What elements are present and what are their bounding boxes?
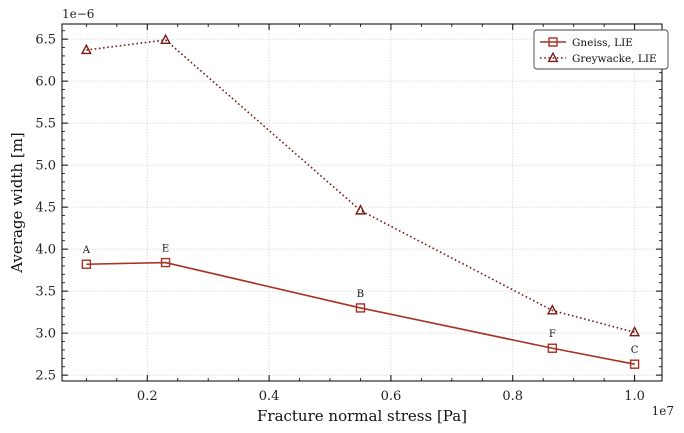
y-tick-label: 2.5 [35,369,56,384]
data-point-square [81,259,92,269]
x-axis-offset: 1e7 [652,404,674,418]
data-point-triangle [547,51,559,63]
y-tick-label: 3.0 [35,327,56,342]
legend-label: Gneiss, LIE [572,37,633,49]
x-tick-label: 0.8 [502,389,523,404]
y-tick-label: 4.5 [35,201,56,216]
data-point-square [547,343,558,353]
legend-item: Gneiss, LIE [540,37,633,49]
data-point-square [355,303,366,313]
data-point-triangle [629,325,641,337]
legend-item: Greywacke, LIE [540,51,657,65]
point-labels: A E B F C [82,244,639,357]
y-tick-label: 5.5 [35,117,56,132]
data-point-triangle [355,204,366,215]
data-point-triangle [160,33,172,45]
legend: Gneiss, LIE Greywacke, LIE [533,29,669,70]
legend-items: Gneiss, LIE Greywacke, LIE [540,37,657,65]
y-axis-title: Average width [m] [8,132,26,274]
y-tick-label: 3.5 [35,285,56,300]
point-label: E [162,244,169,255]
x-axis-title: Fracture normal stress [Pa] [257,407,467,425]
data-point-square [629,359,640,369]
data-point-square [160,257,171,268]
point-label: F [549,329,556,340]
x-tick-label: 1.0 [624,389,645,404]
point-label: B [357,289,364,300]
legend-box [533,29,669,70]
data-point-triangle [80,43,92,55]
series-1 [80,33,641,337]
y-tick-label: 4.0 [35,243,56,258]
legend-label: Greywacke, LIE [572,53,657,65]
y-tick-label: 6.5 [35,33,56,48]
plot-frame [61,23,663,382]
point-label: A [82,245,91,256]
series-line [86,261,635,365]
y-tick-label: 6.0 [35,75,56,90]
data-point-triangle [546,304,558,315]
series-layer [80,33,641,369]
axis-ticks: 0.2 0.4 0.6 0.8 1.0 2.5 3.0 3.5 4.0 4.5 5.0 5.5 6.0 6… [35,24,662,404]
grid-lines [62,24,662,381]
point-label: C [631,345,639,356]
x-tick-label: 0.2 [137,389,158,404]
y-axis-offset: 1e−6 [62,7,94,21]
y-tick-label: 5.0 [35,159,56,174]
data-point-square [548,37,558,47]
series-0 [81,257,640,369]
x-tick-label: 0.4 [259,389,280,404]
x-tick-label: 0.6 [381,389,402,404]
